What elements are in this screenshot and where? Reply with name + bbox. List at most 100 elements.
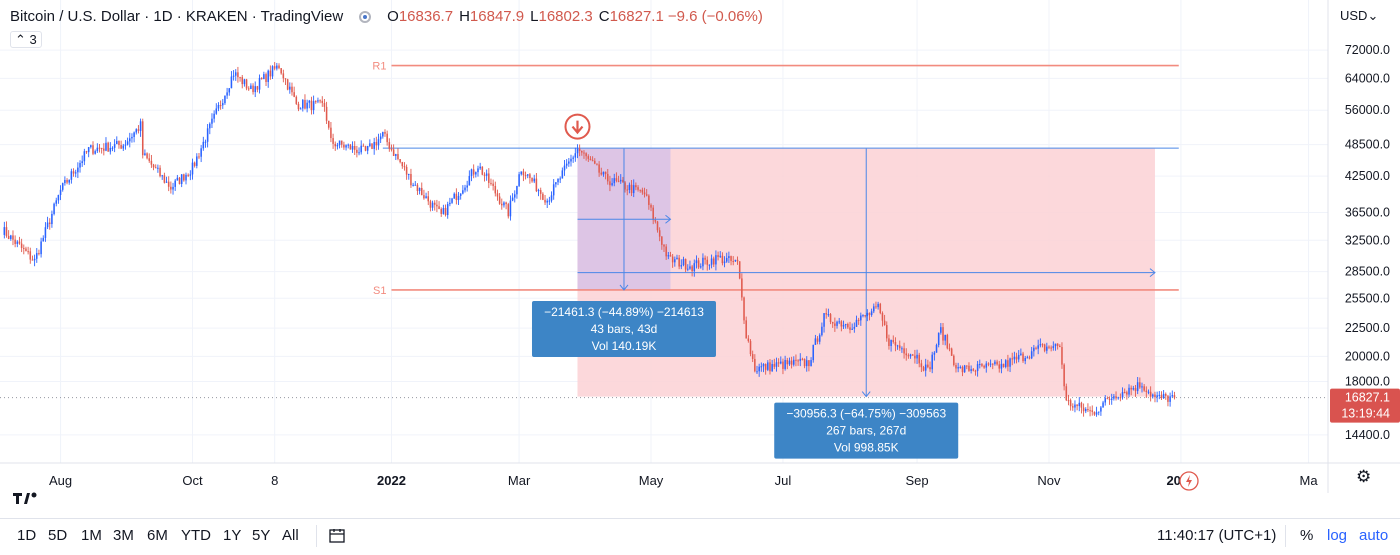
candle-body — [764, 364, 767, 370]
candle-body — [148, 158, 151, 161]
candle-body — [31, 259, 34, 261]
candle-body — [989, 363, 992, 365]
auto-toggle[interactable]: auto — [1359, 527, 1389, 544]
candle-body — [507, 204, 510, 217]
range-button-1d[interactable]: 1D — [17, 527, 37, 544]
candle-body — [273, 66, 276, 69]
tradingview-logo-icon[interactable] — [12, 490, 38, 506]
candle-body — [239, 77, 241, 79]
candle-body — [228, 88, 231, 93]
candle-body — [340, 140, 343, 145]
candle-body — [799, 358, 802, 361]
time-tick-label: Oct — [182, 473, 203, 488]
date-range-icon[interactable] — [328, 528, 346, 544]
price-tick-label: 18000.0 — [1345, 375, 1390, 389]
candle-body — [1059, 345, 1061, 348]
candle-body — [146, 153, 148, 159]
range-button-1m[interactable]: 1M — [81, 527, 102, 544]
candle-body — [1009, 358, 1011, 367]
candle-body — [775, 362, 778, 367]
candle-body — [505, 202, 507, 205]
range-button-ytd[interactable]: YTD — [181, 527, 211, 544]
gear-icon[interactable]: ⚙ — [1356, 467, 1372, 486]
candle-body — [221, 103, 224, 106]
candle-body — [836, 321, 838, 326]
candle-body — [1123, 392, 1126, 394]
candle-body — [823, 313, 825, 327]
candle-body — [546, 200, 548, 203]
candle-body — [33, 258, 36, 261]
candle-body — [838, 321, 840, 323]
candle-body — [282, 73, 285, 79]
range-button-5y[interactable]: 5Y — [252, 527, 271, 544]
candle-body — [77, 167, 79, 173]
price-tick-label: 25500.0 — [1345, 291, 1390, 305]
candle-body — [170, 186, 172, 190]
candle-body — [866, 312, 869, 317]
candle-body — [479, 166, 481, 169]
range-button-all[interactable]: All — [282, 527, 299, 544]
candle-body — [1160, 394, 1163, 398]
ohlc-value: 16836.7 — [398, 8, 454, 25]
symbol-title[interactable]: Bitcoin / U.S. Dollar · 1D · KRAKEN · Tr… — [10, 8, 344, 25]
candle-body — [100, 147, 103, 149]
ohlc-value: 16847.9 — [469, 8, 525, 25]
toolbar-divider — [1285, 525, 1286, 547]
candle-body — [1000, 363, 1003, 369]
candle-body — [948, 348, 951, 350]
price-tick-label: 32500.0 — [1345, 233, 1390, 247]
candle-body — [68, 179, 70, 183]
candle-body — [470, 169, 473, 176]
indicators-toggle[interactable]: ⌃ 3 — [10, 31, 42, 48]
candle-body — [18, 241, 21, 244]
candle-body — [1128, 387, 1130, 395]
candle-body — [944, 334, 946, 341]
candle-body — [812, 344, 815, 361]
candle-body — [639, 189, 641, 191]
candle-body — [7, 235, 10, 239]
candle-body — [85, 151, 88, 153]
realtime-lightning-icon[interactable] — [1178, 470, 1200, 492]
candle-body — [94, 151, 96, 154]
measure-2-label-line: Vol 998.85K — [834, 441, 899, 455]
candle-body — [723, 261, 726, 264]
candle-body — [526, 174, 529, 176]
candle-body — [522, 171, 525, 176]
range-button-5d[interactable]: 5D — [48, 527, 68, 544]
clock-readout[interactable]: 11:40:17 (UTC+1) — [1157, 527, 1277, 544]
bottom-toolbar — [0, 518, 1400, 555]
candle-body — [438, 206, 440, 209]
candle-body — [453, 193, 455, 199]
market-status-icon[interactable] — [359, 10, 372, 23]
percent-toggle[interactable]: % — [1300, 527, 1314, 544]
candle-body — [710, 258, 713, 265]
candle-body — [498, 196, 501, 204]
candle-body — [46, 222, 49, 228]
candle-body — [1030, 351, 1033, 359]
range-button-1y[interactable]: 1Y — [223, 527, 242, 544]
candle-body — [386, 133, 388, 143]
candle-body — [687, 268, 689, 270]
candle-body — [591, 160, 594, 162]
log-toggle[interactable]: log — [1327, 527, 1348, 544]
candle-body — [481, 166, 484, 175]
currency-selector[interactable]: USD⌄ — [1340, 8, 1378, 24]
candle-body — [857, 319, 860, 321]
candle-body — [1100, 407, 1102, 412]
candle-body — [942, 327, 944, 341]
measure-1-label — [531, 300, 716, 357]
candle-body — [881, 313, 884, 321]
range-button-6m[interactable]: 6M — [147, 527, 168, 544]
candle-body — [90, 145, 92, 148]
candle-body — [1015, 356, 1018, 360]
candle-body — [968, 365, 970, 371]
candle-body — [898, 345, 901, 349]
candle-body — [853, 326, 856, 329]
candle-body — [769, 362, 771, 372]
candle-body — [937, 332, 940, 345]
range-button-3m[interactable]: 3M — [113, 527, 134, 544]
candle-body — [1067, 400, 1070, 402]
candle-body — [648, 195, 650, 205]
candle-body — [972, 369, 975, 371]
